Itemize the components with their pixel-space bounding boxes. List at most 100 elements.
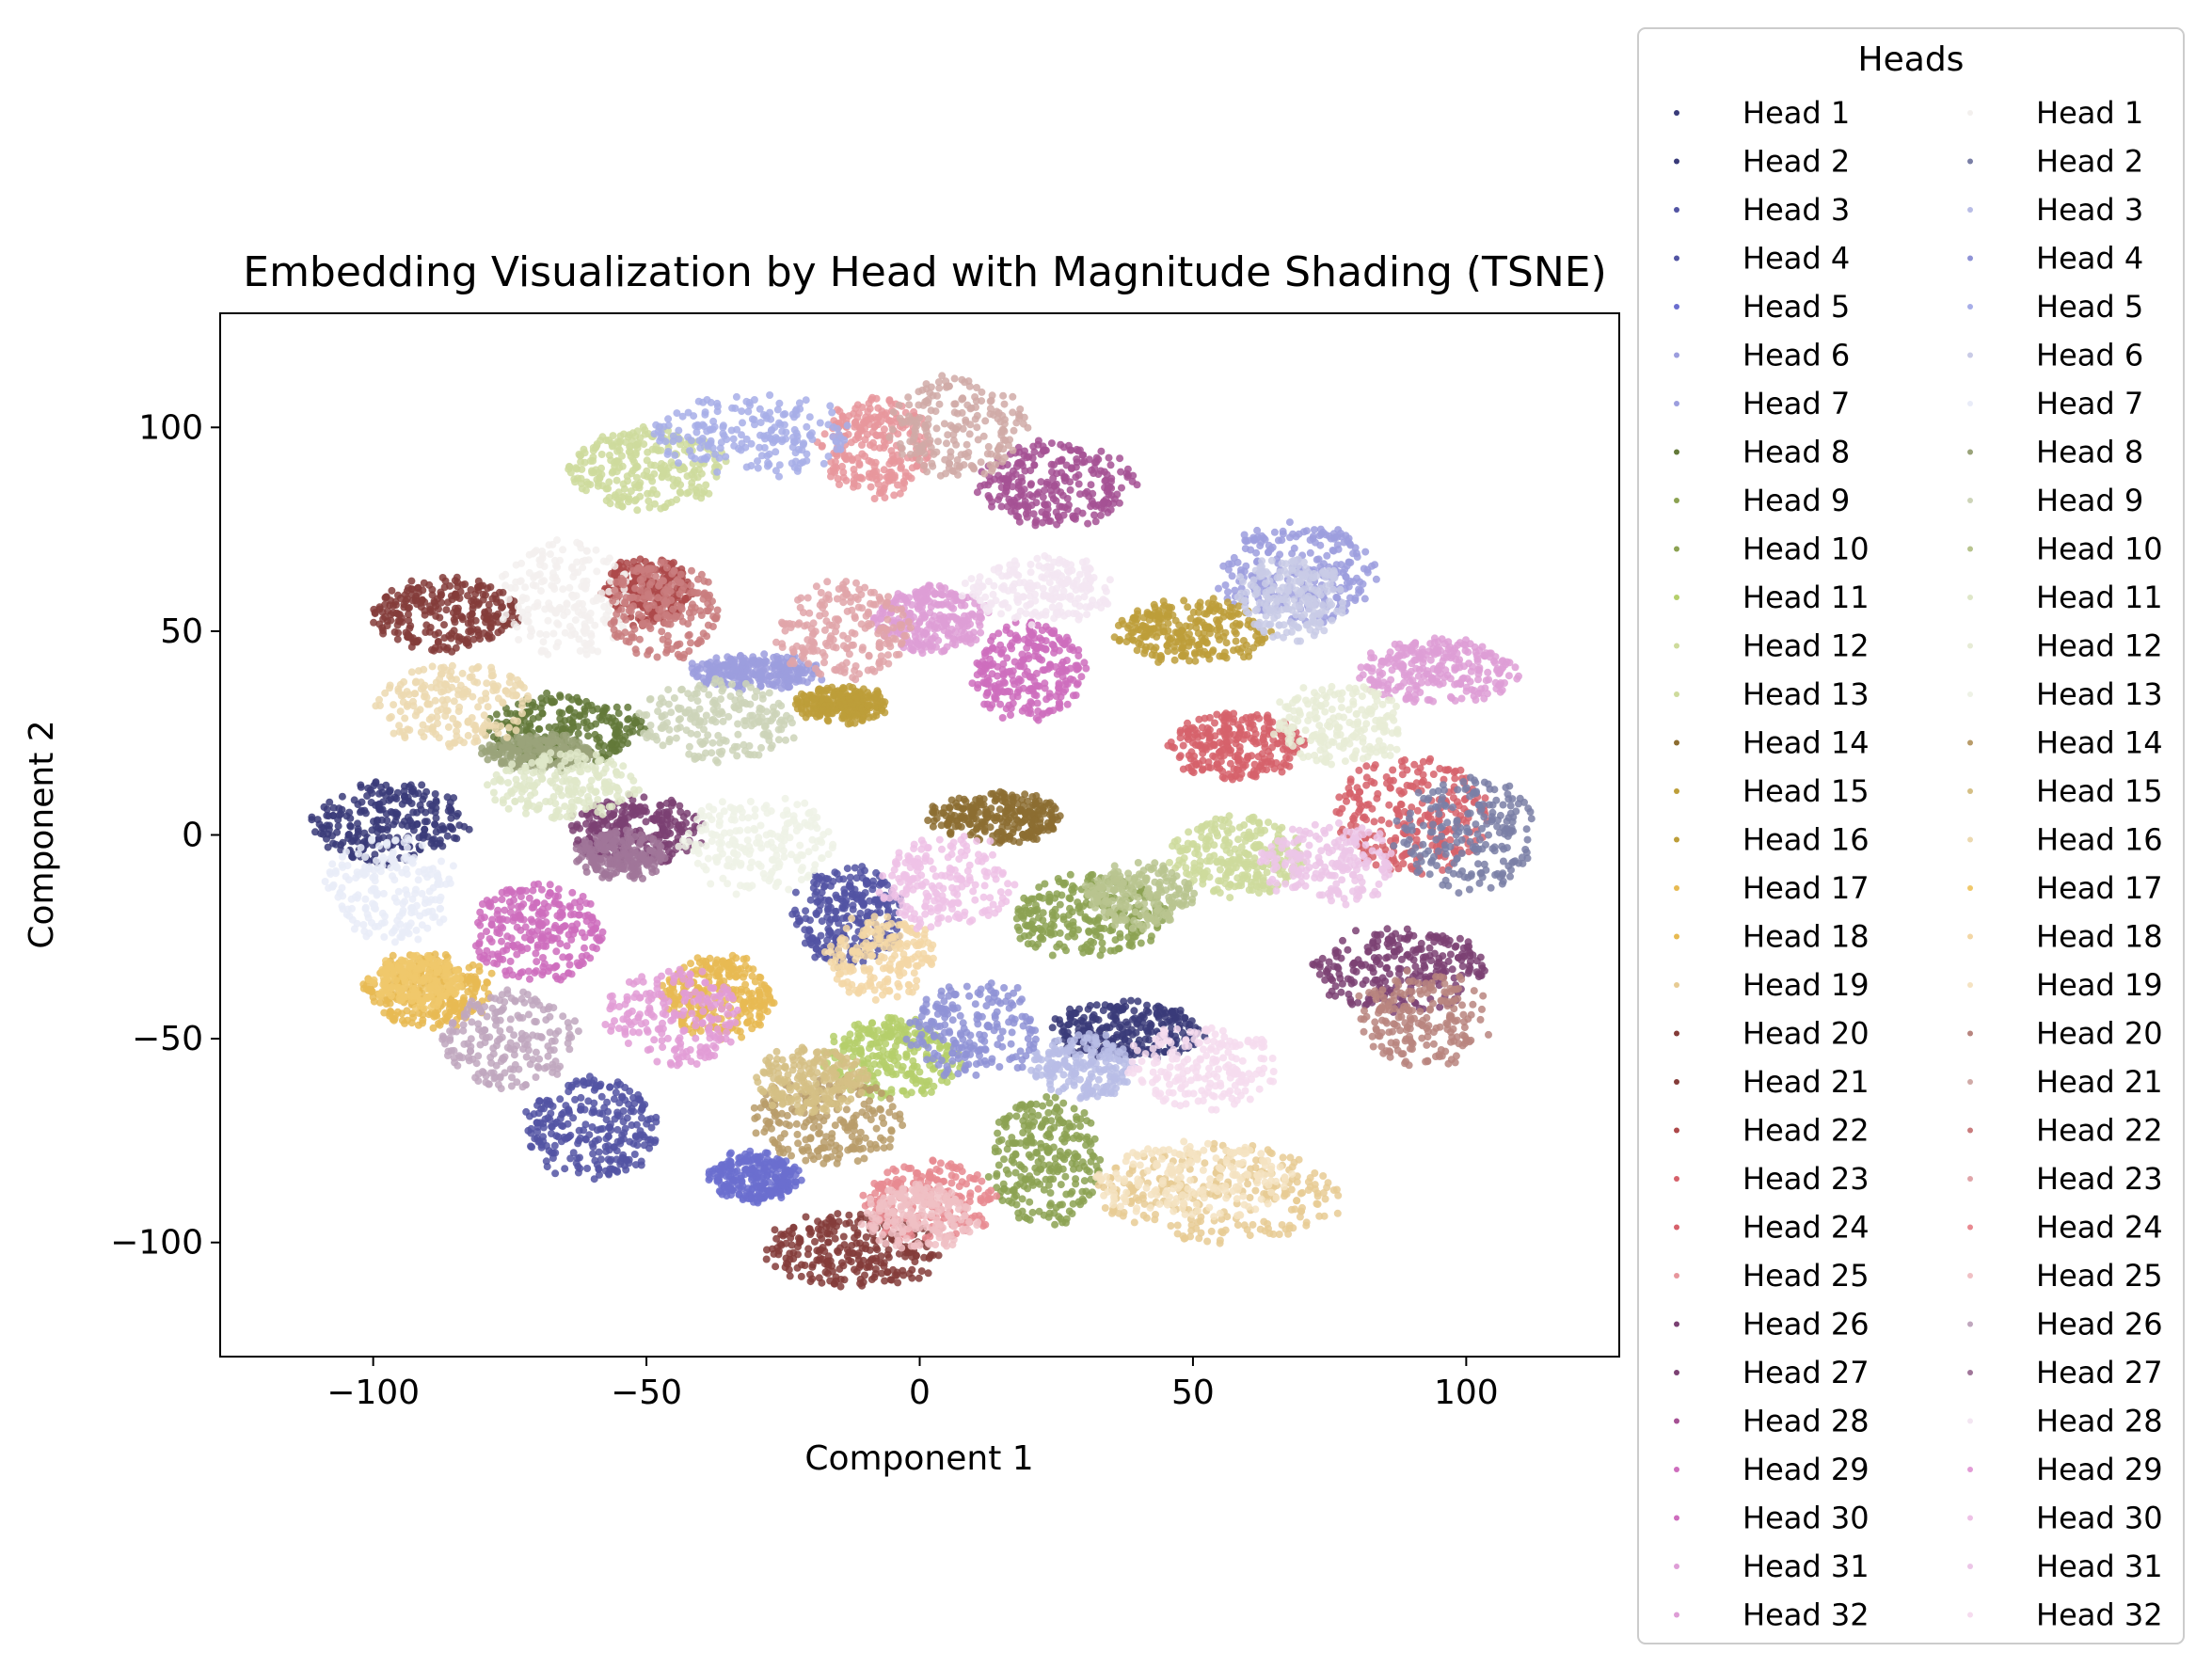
scatter-point [749,1155,757,1164]
scatter-point [820,896,829,904]
scatter-point [1261,826,1269,834]
scatter-point [1216,1236,1224,1245]
scatter-point [404,1016,411,1025]
scatter-point [840,904,849,913]
scatter-point [1040,1211,1048,1219]
scatter-point [549,1154,557,1162]
scatter-point [770,653,778,661]
scatter-point [1332,593,1341,601]
scatter-point [1031,823,1040,832]
scatter-point [1299,528,1308,536]
scatter-point [1178,627,1186,635]
scatter-point [633,506,642,515]
scatter-point [667,498,676,506]
scatter-point [1255,889,1263,898]
scatter-point [1066,1122,1074,1131]
scatter-point [733,1167,741,1175]
scatter-point [1074,904,1083,913]
scatter-point [1048,951,1057,960]
scatter-point [762,658,771,666]
scatter-point [1115,1209,1123,1217]
scatter-point [1053,943,1061,951]
scatter-point [1180,596,1188,605]
chart-title: Embedding Visualization by Head with Mag… [243,248,1606,296]
scatter-point [547,1109,555,1118]
scatter-point [1233,1221,1242,1230]
scatter-point [346,814,355,822]
scatter-point [419,834,427,842]
scatter-point [1170,647,1179,655]
scatter-point [1270,822,1279,831]
scatter-point [632,1120,641,1129]
scatter-point [1219,562,1228,570]
scatter-point [968,808,977,817]
scatter-point [1039,1102,1047,1110]
scatter-point [1349,549,1358,558]
scatter-point [318,823,326,832]
scatter-point [722,670,730,678]
scatter-point [1002,1166,1011,1174]
scatter-point [706,965,714,974]
scatter-point [571,1095,580,1104]
scatter-point [574,1168,582,1177]
scatter-point [1247,832,1255,840]
scatter-point [640,440,648,449]
scatter-point [390,793,399,802]
scatter-point [1033,1149,1042,1157]
series-points-head-15 [1110,595,1275,666]
scatter-point [1062,946,1070,955]
scatter-point [705,489,713,498]
scatter-point [329,839,337,848]
scatter-point [1224,588,1232,596]
scatter-point [683,489,692,498]
scatter-point [744,964,753,973]
scatter-point [1130,1218,1138,1227]
scatter-point [1070,1104,1078,1113]
scatter-point [1079,948,1088,957]
scatter-point [1240,821,1249,829]
scatter-point [574,729,582,738]
scatter-point [371,850,379,859]
scatter-point [1106,1003,1114,1011]
scatter-point [881,1033,889,1041]
scatter-point [583,1165,592,1172]
scatter-point [398,800,406,808]
scatter-point [831,868,839,877]
scatter-point [1003,1114,1011,1122]
scatter-point [390,820,398,829]
scatter-point [1065,894,1074,902]
scatter-point [760,1165,769,1173]
scatter-point [1071,1009,1079,1017]
scatter-point [1234,849,1243,857]
scatter-point [718,1190,726,1199]
scatter-point [451,999,459,1007]
scatter-point [526,722,534,730]
scatter-point [1213,858,1221,866]
scatter-point [1025,1119,1032,1127]
scatter-point [872,711,881,720]
scatter-point [687,960,694,968]
scatter-point [965,820,974,828]
scatter-point [1265,818,1272,827]
scatter-point [528,1143,536,1152]
scatter-point [374,828,382,836]
scatter-point [1095,1027,1104,1036]
scatter-point [602,1116,611,1124]
scatter-point [616,437,625,446]
scatter-point [344,831,353,839]
scatter-point [690,468,698,476]
scatter-point [418,781,426,789]
scatter-point [805,704,814,712]
scatter-point [609,468,617,476]
scatter-point [535,1097,544,1105]
scatter-point [801,939,809,947]
scatter-point [1240,1221,1249,1230]
scatter-point [586,481,595,489]
scatter-point [1270,528,1279,536]
scatter-point [1269,1230,1278,1238]
scatter-point [1230,553,1238,562]
scatter-point [636,1096,645,1104]
scatter-point [1073,1152,1081,1161]
scatter-point [815,907,823,914]
scatter-point [1052,1203,1060,1212]
